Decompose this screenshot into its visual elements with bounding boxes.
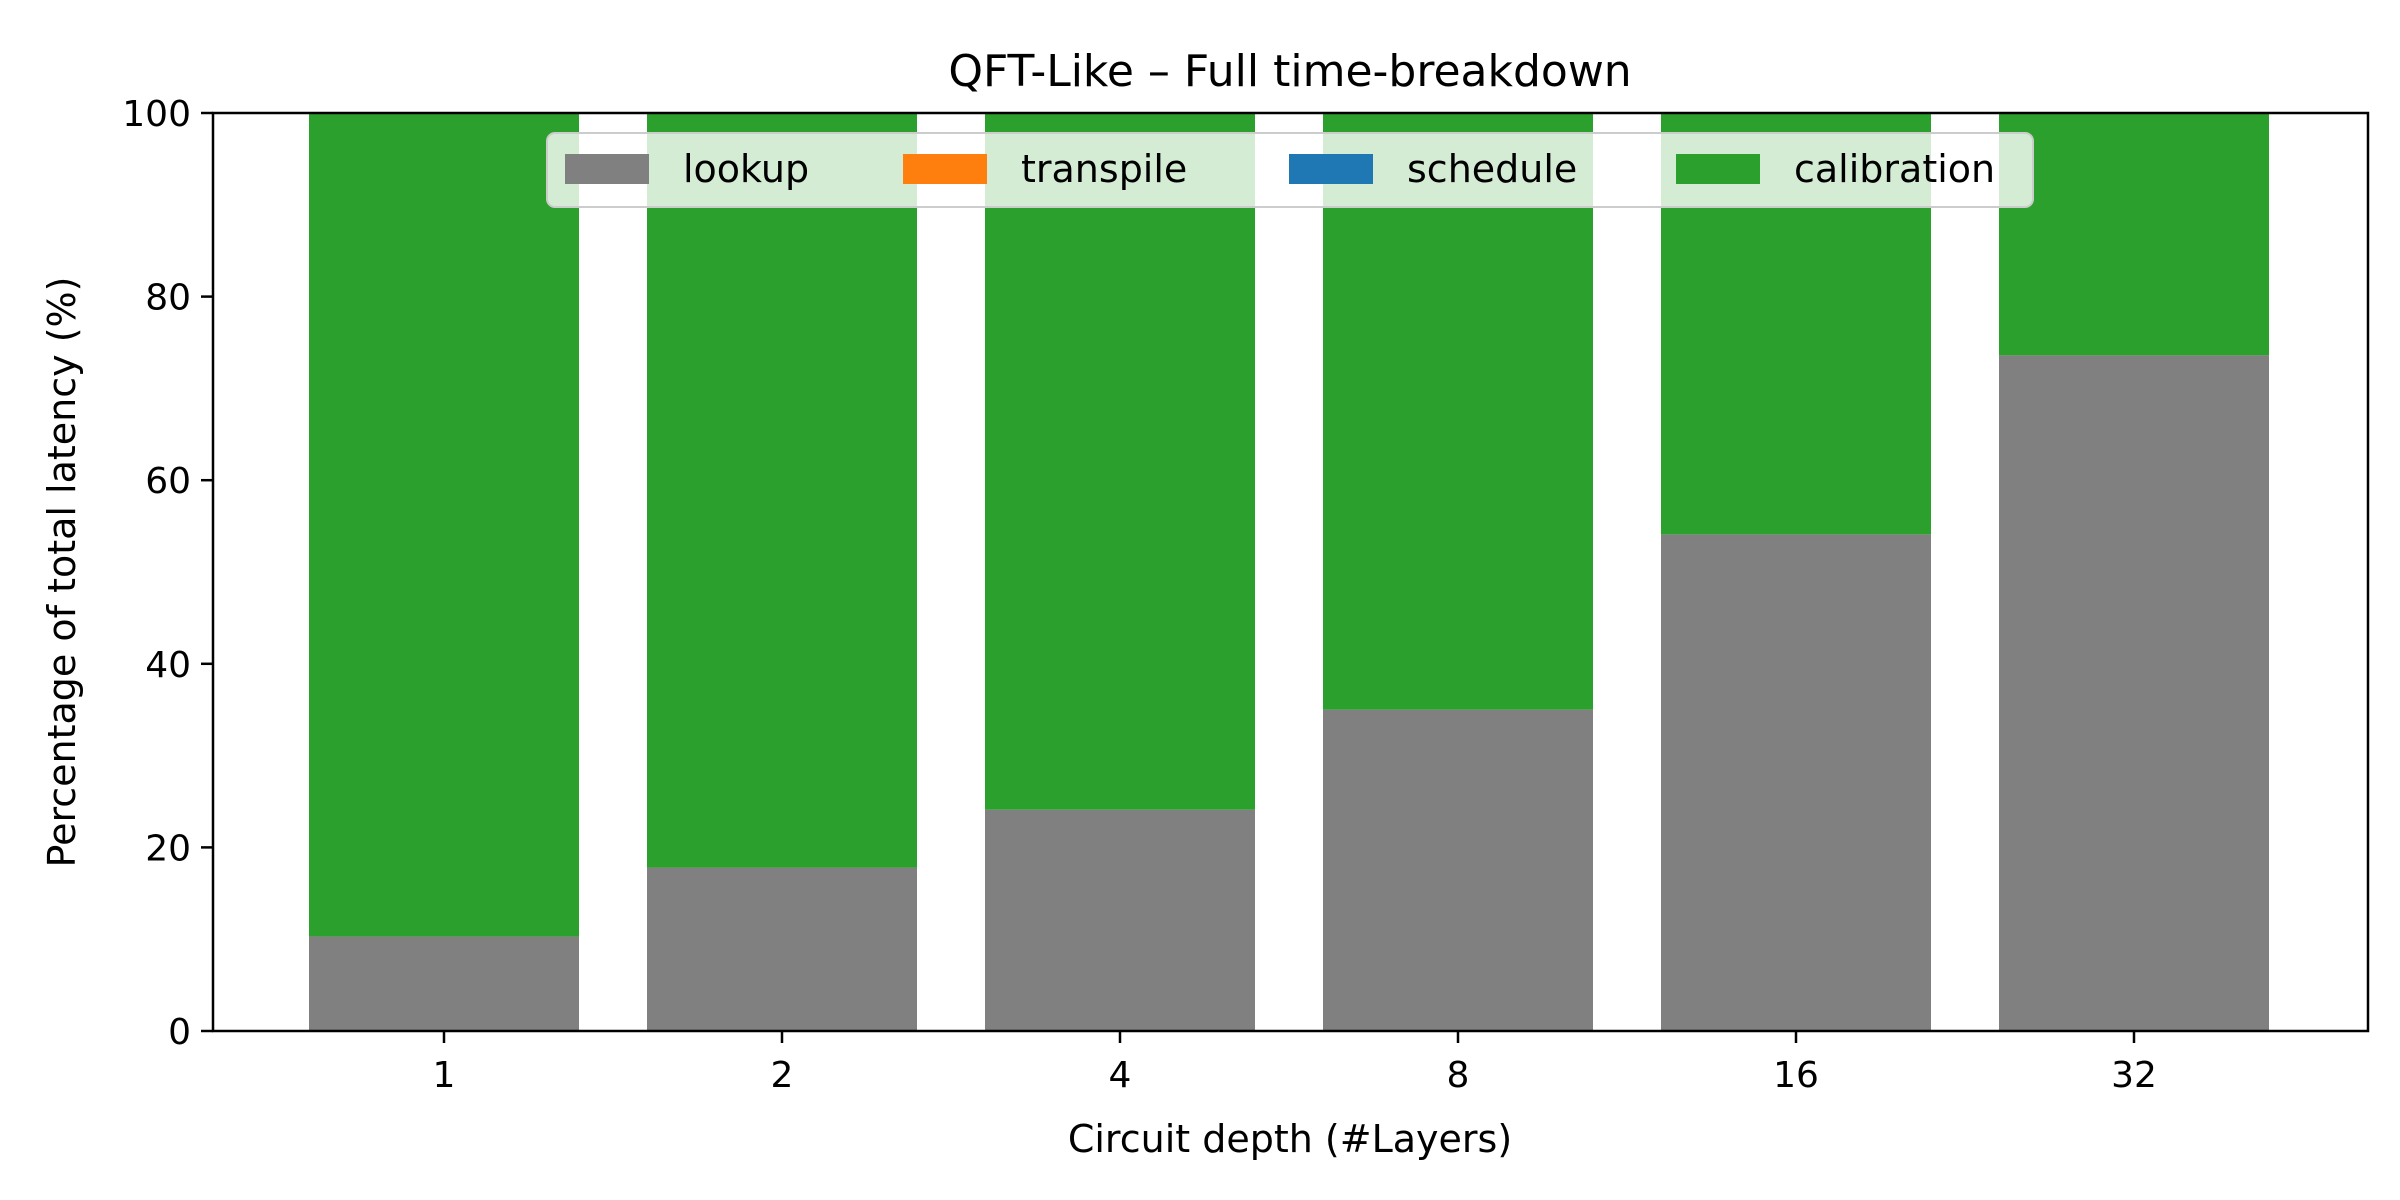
bar-calibration-4 <box>985 113 1255 810</box>
bar-calibration-8 <box>1323 113 1593 710</box>
legend-label-transpile: transpile <box>1021 147 1187 191</box>
y-tick-label: 100 <box>122 94 191 135</box>
legend-swatch-calibration <box>1676 154 1760 184</box>
y-tick-label: 20 <box>145 828 191 869</box>
bar-lookup-16 <box>1661 534 1931 1031</box>
x-tick-label: 2 <box>771 1055 794 1096</box>
bar-calibration-32 <box>1999 113 2269 356</box>
legend-label-schedule: schedule <box>1407 147 1577 191</box>
x-tick-label: 32 <box>2111 1055 2157 1096</box>
y-tick-label: 60 <box>145 461 191 502</box>
bar-calibration-1 <box>309 113 579 937</box>
legend: lookup transpile schedule calibration <box>546 132 2034 208</box>
chart-title: QFT-Like – Full time-breakdown <box>948 46 1631 97</box>
bars-layer <box>309 113 2269 1031</box>
legend-swatch-schedule <box>1289 154 1373 184</box>
x-tick-label: 16 <box>1773 1055 1819 1096</box>
y-tick-label: 40 <box>145 645 191 686</box>
x-tick-label: 8 <box>1447 1055 1470 1096</box>
x-axis: 1 2 4 8 16 32 <box>433 1031 2157 1096</box>
legend-swatch-lookup <box>565 154 649 184</box>
x-tick-label: 1 <box>433 1055 456 1096</box>
plot-frame <box>211 111 2370 1033</box>
legend-swatch-transpile <box>903 154 987 184</box>
bar-lookup-2 <box>647 867 917 1031</box>
bar-calibration-2 <box>647 113 917 868</box>
y-tick-label: 80 <box>145 278 191 319</box>
y-tick-label: 0 <box>168 1012 191 1053</box>
bar-lookup-32 <box>1999 355 2269 1031</box>
y-axis-label: Percentage of total latency (%) <box>40 277 84 868</box>
bar-lookup-8 <box>1323 709 1593 1031</box>
legend-label-lookup: lookup <box>683 147 809 191</box>
x-tick-label: 4 <box>1109 1055 1132 1096</box>
y-axis: 0 20 40 60 80 100 <box>122 94 213 1053</box>
x-axis-label: Circuit depth (#Layers) <box>1068 1117 1512 1161</box>
legend-label-calibration: calibration <box>1794 147 1995 191</box>
bar-lookup-1 <box>309 936 579 1031</box>
bar-lookup-4 <box>985 809 1255 1031</box>
